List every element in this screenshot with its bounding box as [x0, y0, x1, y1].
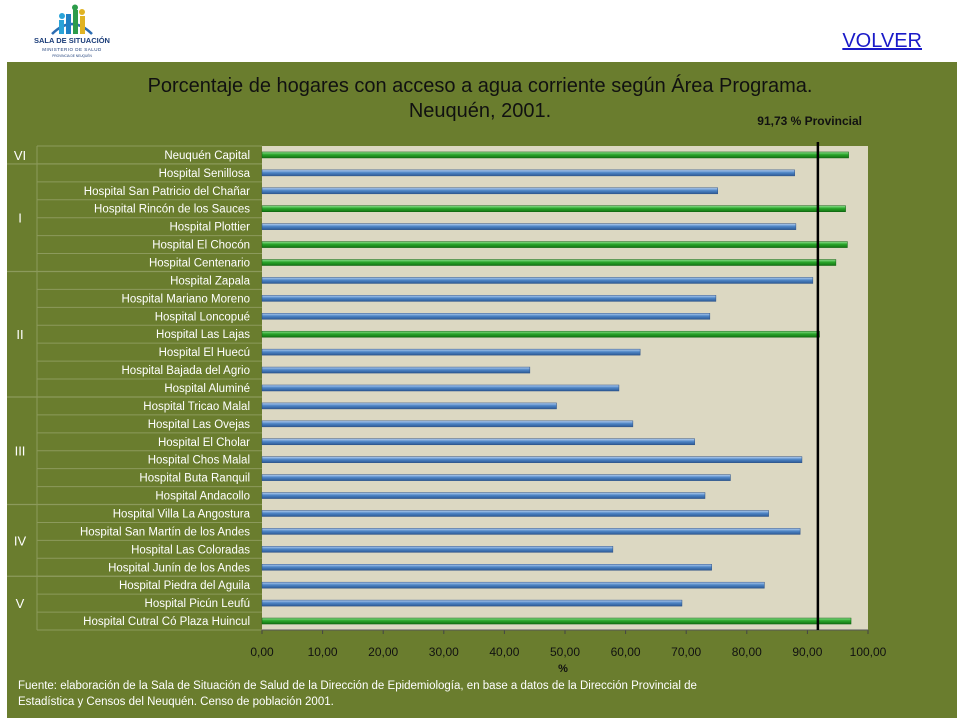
group-label: VI [14, 148, 26, 163]
x-tick-label: 50,00 [550, 645, 580, 659]
bar [261, 295, 717, 302]
category-label: Hospital San Patricio del Chañar [84, 186, 250, 198]
footnote-line-2: Estadística y Censos del Neuquén. Censo … [18, 696, 334, 708]
category-label: Hospital Bajada del Agrio [122, 365, 251, 377]
category-label: Hospital El Chocón [152, 240, 250, 252]
bar [261, 277, 814, 284]
logo-text: SALA DE SITUACIÓN [34, 36, 110, 45]
x-tick-label: 0,00 [250, 645, 274, 659]
source-footnote: Fuente: elaboración de la Sala de Situac… [18, 678, 918, 710]
footnote-line-1: Fuente: elaboración de la Sala de Situac… [18, 680, 697, 692]
x-tick-label: 100,00 [850, 645, 887, 659]
bar [261, 420, 634, 428]
bar [261, 492, 706, 499]
logo-emblem-icon [51, 4, 93, 35]
bar [261, 205, 846, 212]
bar [261, 438, 695, 446]
bar [261, 546, 614, 553]
logo-subtext: MINISTERIO DE SALUD [42, 47, 102, 52]
category-label: Hospital Aluminé [164, 383, 250, 395]
category-label: Hospital El Huecú [159, 347, 250, 359]
x-tick-label: 40,00 [489, 645, 519, 659]
category-label: Hospital Loncopué [155, 311, 250, 323]
chart-title-line-1: Porcentaje de hogares con acceso a agua … [147, 75, 813, 97]
bar [261, 599, 683, 607]
bar [261, 241, 848, 248]
group-label: III [15, 444, 26, 459]
category-label: Hospital Tricao Malal [143, 401, 250, 413]
group-label: V [16, 596, 25, 611]
x-axis-label: % [558, 663, 568, 675]
bar [261, 384, 620, 392]
bar [261, 617, 852, 625]
category-label: Hospital Villa La Angostura [113, 508, 251, 520]
bar [261, 510, 769, 517]
category-label: Neuquén Capital [164, 150, 250, 162]
category-label: Hospital Mariano Moreno [122, 293, 250, 305]
category-label: Hospital Picún Leufú [145, 598, 250, 610]
bar [261, 169, 795, 177]
category-label: Hospital Junín de los Andes [108, 562, 250, 574]
category-label: Hospital Buta Ranquil [139, 473, 250, 485]
bar [261, 151, 849, 159]
bar [261, 474, 731, 481]
bar [261, 528, 801, 535]
x-tick-label: 70,00 [671, 645, 701, 659]
sala-de-situacion-logo: SALA DE SITUACIÓN MINISTERIO DE SALUD PR… [34, 4, 110, 58]
bar [261, 402, 557, 410]
x-tick-label: 10,00 [308, 645, 338, 659]
category-label: Hospital Senillosa [159, 168, 251, 180]
volver-link[interactable]: VOLVER [842, 30, 922, 52]
category-label: Hospital Zapala [170, 275, 251, 287]
x-tick-label: 30,00 [429, 645, 459, 659]
category-label: Hospital El Cholar [158, 437, 250, 449]
bar [261, 456, 803, 463]
category-label: Hospital Andacollo [155, 491, 250, 503]
category-label: Hospital San Martín de los Andes [80, 526, 250, 538]
x-tick-label: 80,00 [732, 645, 762, 659]
category-label: Hospital Las Coloradas [131, 544, 250, 556]
category-label: Hospital Las Ovejas [148, 419, 251, 431]
bar [261, 259, 837, 266]
category-label: Hospital Piedra del Aguila [119, 580, 251, 592]
group-label: I [18, 211, 22, 226]
category-label: Hospital Cutral Có Plaza Huincul [83, 616, 250, 628]
bar [261, 564, 712, 571]
category-label: Hospital Rincón de los Sauces [94, 204, 250, 216]
bar [261, 313, 711, 320]
bar [261, 330, 820, 338]
logo-subtext-2: PROVINCIA DE NEUQUÉN [52, 53, 92, 58]
reference-line-label: 91,73 % Provincial [757, 114, 862, 128]
bar [261, 581, 765, 589]
bar [261, 366, 531, 374]
bar [261, 348, 641, 356]
category-label: Hospital Las Lajas [156, 329, 250, 341]
chart-title: Porcentaje de hogares con acceso a agua … [0, 74, 960, 124]
bar [261, 223, 797, 230]
group-label: II [16, 327, 23, 342]
group-label: IV [14, 533, 27, 548]
x-tick-label: 90,00 [792, 645, 822, 659]
category-label: Hospital Chos Malal [148, 455, 250, 467]
x-tick-label: 60,00 [611, 645, 641, 659]
bar [261, 187, 718, 195]
chart-title-line-2: Neuquén, 2001. [408, 100, 552, 122]
category-label: Hospital Plottier [169, 222, 250, 234]
x-tick-label: 20,00 [368, 645, 398, 659]
category-label: Hospital Centenario [149, 258, 250, 270]
